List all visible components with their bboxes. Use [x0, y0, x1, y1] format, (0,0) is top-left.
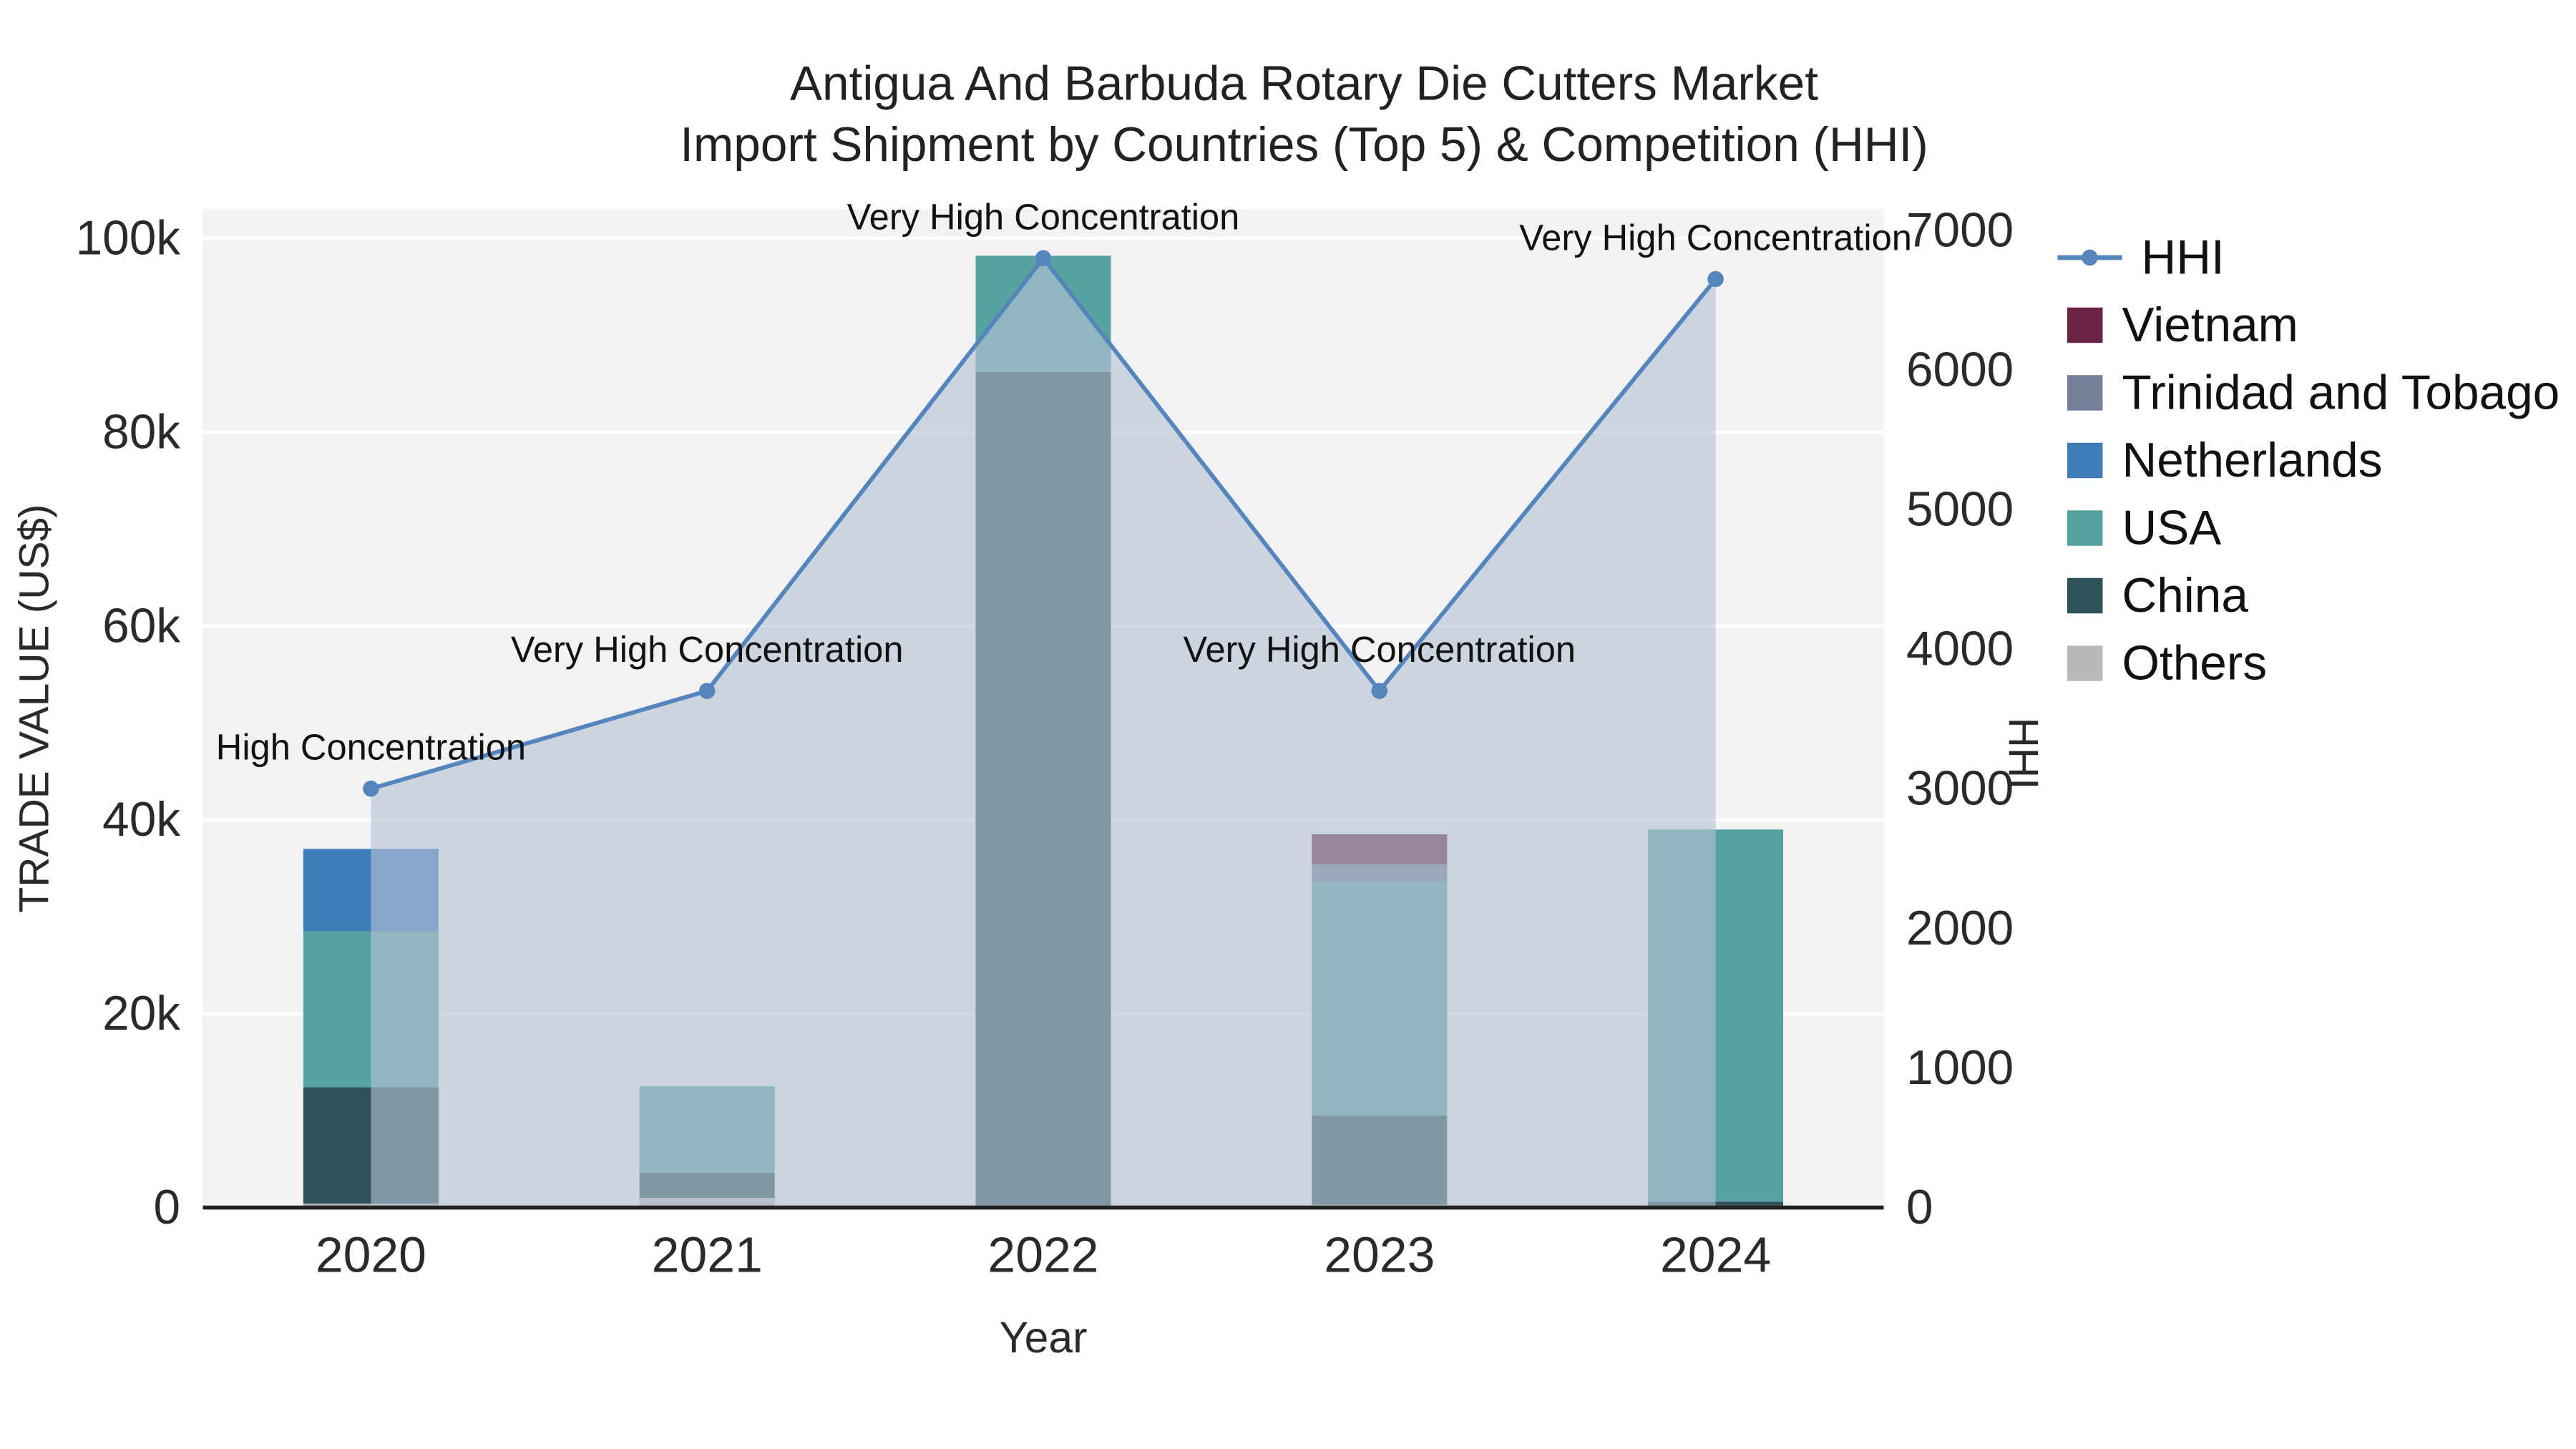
chart-title: Antigua And Barbuda Rotary Die Cutters M… — [680, 57, 1928, 172]
annotation-label: Very High Concentration — [847, 196, 1240, 237]
annotation-label: Very High Concentration — [1184, 629, 1576, 670]
legend-item-vietnam[interactable]: Vietnam — [2067, 298, 2298, 352]
hhi-marker[interactable] — [698, 683, 716, 699]
left-axis-title: TRADE VALUE (US$) — [11, 504, 57, 912]
legend-swatch-icon — [2067, 442, 2103, 479]
legend-label: Others — [2122, 637, 2268, 691]
annotation-label: High Concentration — [216, 727, 526, 768]
hhi-legend-marker-icon — [2082, 249, 2098, 266]
hhi-marker[interactable] — [1035, 250, 1052, 267]
x-tick-label: 2020 — [316, 1227, 426, 1283]
legend-item-usa[interactable]: USA — [2067, 502, 2221, 555]
legend-label: Vietnam — [2122, 298, 2298, 352]
right-tick-label: 0 — [1906, 1181, 1933, 1234]
hhi-marker[interactable] — [1707, 270, 1724, 288]
legend-label: USA — [2122, 502, 2222, 555]
legend-swatch-icon — [2067, 375, 2103, 411]
legend-item-trinidad-and-tobago[interactable]: Trinidad and Tobago — [2067, 366, 2560, 420]
svg-text:Import Shipment by Countries (: Import Shipment by Countries (Top 5) & C… — [680, 118, 1928, 172]
annotations: High Concentration Very High Concentratio… — [216, 196, 1912, 767]
x-tick-label: 2024 — [1660, 1227, 1771, 1283]
right-tick-label: 4000 — [1906, 623, 2014, 676]
x-tick-label: 2023 — [1324, 1227, 1435, 1283]
legend-label: HHI — [2142, 231, 2225, 285]
right-tick-label: 3000 — [1906, 762, 2014, 816]
legend: HHI Vietnam Trinidad and Tobago Netherlands… — [2057, 231, 2560, 691]
legend-swatch-icon — [2067, 577, 2103, 614]
left-tick-label: 40k — [102, 793, 180, 847]
legend-label: Netherlands — [2122, 434, 2383, 487]
annotation-label: Very High Concentration — [511, 629, 904, 670]
x-tick-label: 2022 — [987, 1227, 1098, 1283]
axis-ticks: 0 20k 40k 60k 80k 100k 0 1000 2000 3000 4000 5000 60… — [76, 203, 2014, 1282]
legend-label: Trinidad and Tobago — [2122, 366, 2560, 420]
right-tick-label: 7000 — [1906, 203, 2014, 257]
svg-text:Antigua And Barbuda Rotary Die: Antigua And Barbuda Rotary Die Cutters M… — [790, 57, 1818, 111]
right-tick-label: 2000 — [1906, 902, 2014, 955]
x-axis-title: Year — [1000, 1313, 1088, 1362]
legend-item-china[interactable]: China — [2067, 569, 2248, 623]
right-tick-label: 5000 — [1906, 482, 2014, 536]
legend-item-others[interactable]: Others — [2067, 637, 2267, 691]
left-tick-label: 80k — [102, 405, 180, 459]
hhi-series — [363, 250, 1724, 1208]
x-tick-label: 2021 — [652, 1227, 763, 1283]
left-tick-label: 100k — [76, 212, 181, 265]
legend-swatch-icon — [2067, 307, 2103, 343]
hhi-marker[interactable] — [1371, 683, 1388, 699]
legend-label: China — [2122, 569, 2249, 623]
left-tick-label: 20k — [102, 987, 180, 1040]
right-tick-label: 1000 — [1906, 1041, 2014, 1095]
left-tick-label: 60k — [102, 599, 180, 653]
legend-swatch-icon — [2067, 645, 2103, 681]
right-tick-label: 6000 — [1906, 343, 2014, 396]
annotation-label: Very High Concentration — [1519, 218, 1912, 258]
hhi-marker[interactable] — [363, 780, 379, 797]
legend-item-hhi[interactable]: HHI — [2057, 231, 2225, 285]
right-axis-title: HHI — [2000, 718, 2046, 790]
left-tick-label: 0 — [153, 1181, 180, 1234]
legend-swatch-icon — [2067, 510, 2103, 546]
hhi-area — [371, 258, 1716, 1208]
legend-item-netherlands[interactable]: Netherlands — [2067, 434, 2382, 487]
